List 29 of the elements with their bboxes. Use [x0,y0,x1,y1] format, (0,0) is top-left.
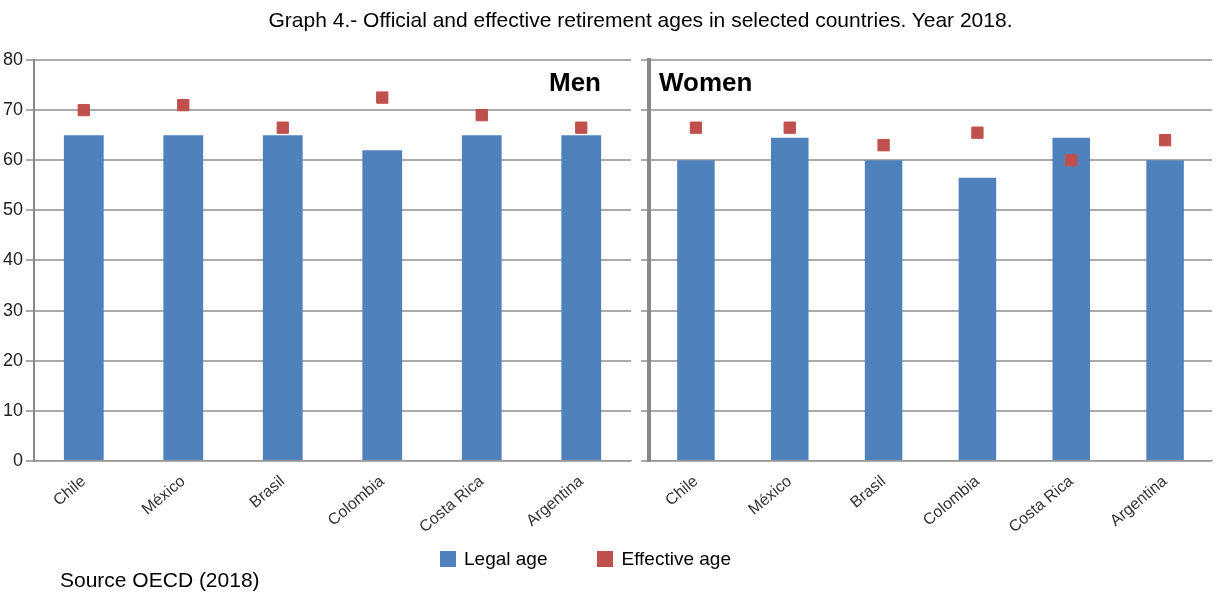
x-tick-label: Chile [49,471,89,509]
y-tick-label: 50 [2,199,24,220]
y-tick-label: 60 [2,149,24,170]
legend-label: Effective age [621,548,731,570]
y-tick-label: 70 [2,99,24,120]
y-tick-label: 40 [2,249,24,270]
point [276,121,289,134]
y-tick-label: 10 [2,399,24,420]
point [475,108,488,122]
point [575,121,588,134]
y-tick-label: 20 [2,349,24,370]
point [971,126,984,139]
x-tick-label: Chile [661,471,701,509]
legend-label: Legal age [464,548,548,570]
point [177,98,190,112]
point [77,103,90,117]
source-note: Source OECD (2018) [60,568,260,592]
point [783,121,796,134]
y-tick-label: 0 [13,449,24,470]
point [689,121,703,134]
point [1158,134,1172,147]
chart-title: Graph 4.- Official and effective retirement ages in selected countries. Year 2018. [267,7,1014,33]
chart-subtitle: Men [549,67,601,98]
point [376,91,389,104]
point [1065,154,1078,167]
chart-subtitle: Women [659,67,753,98]
y-tick-label: 30 [2,299,24,320]
y-tick-label: 80 [2,48,24,69]
point [877,139,890,152]
